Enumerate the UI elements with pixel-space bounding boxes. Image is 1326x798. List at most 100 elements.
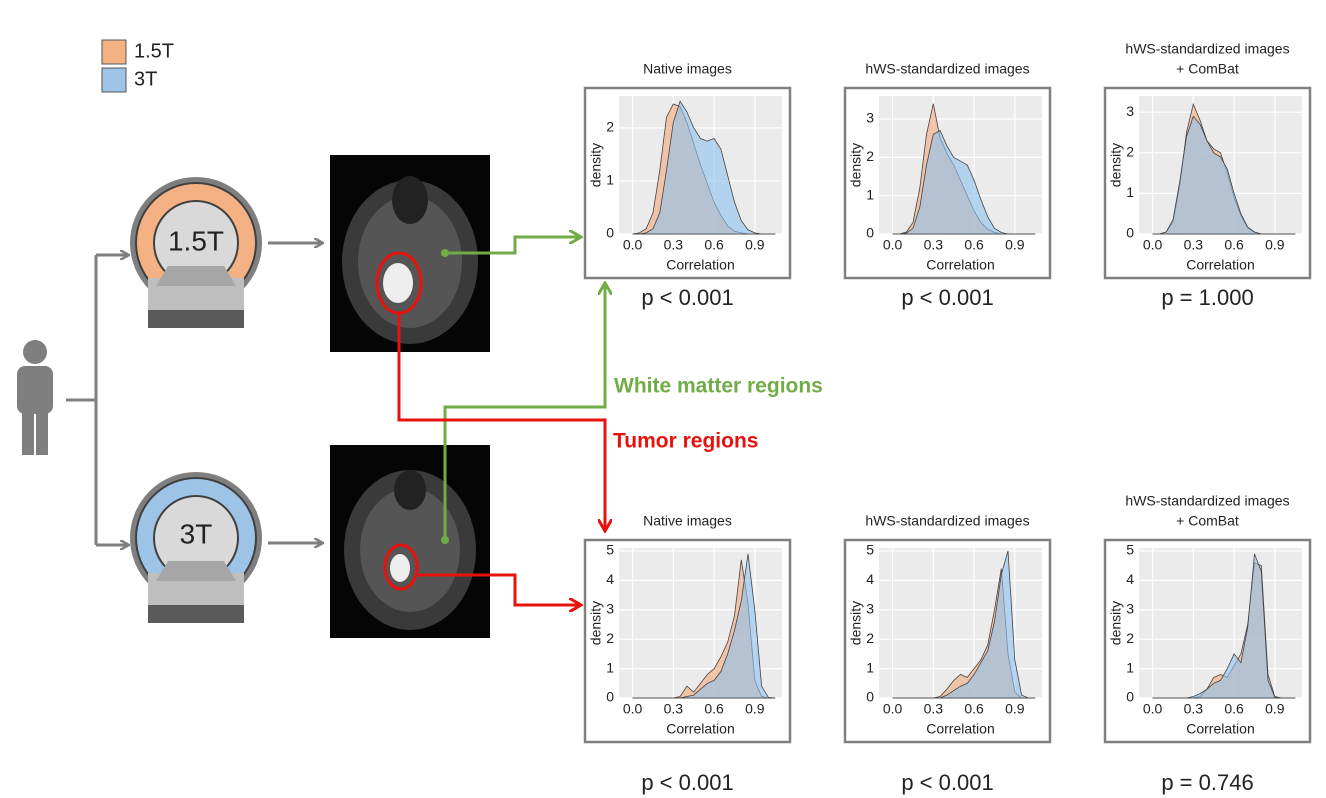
y-tick-label: 2 xyxy=(866,630,874,646)
y-axis-label: density xyxy=(848,601,864,645)
y-tick-label: 1 xyxy=(1126,659,1134,675)
p-value: p < 0.001 xyxy=(901,285,993,310)
y-tick-label: 1 xyxy=(606,172,614,188)
p-value: p < 0.001 xyxy=(901,770,993,795)
legend-swatch xyxy=(101,67,127,93)
y-tick-label: 2 xyxy=(606,630,614,646)
y-axis-label: density xyxy=(588,143,604,187)
x-tick-label: 0.0 xyxy=(623,237,643,253)
panel-frame xyxy=(1103,538,1312,744)
x-tick-label: 0.9 xyxy=(1265,701,1285,717)
region-dot xyxy=(441,536,449,544)
x-tick-label: 0.6 xyxy=(964,237,984,253)
y-tick-label: 2 xyxy=(1126,144,1134,160)
x-tick-label: 0.3 xyxy=(1184,701,1204,717)
y-tick-label: 4 xyxy=(606,571,614,587)
chart-subtitle: + ComBat xyxy=(1176,513,1239,529)
p-value: p < 0.001 xyxy=(641,285,733,310)
x-axis-label: Correlation xyxy=(666,257,734,273)
y-tick-label: 4 xyxy=(1126,571,1134,587)
density-area xyxy=(892,550,1036,699)
chart-title: hWS-standardized images xyxy=(865,513,1029,529)
chart-subtitle: + ComBat xyxy=(1176,61,1239,77)
panel-frame xyxy=(1103,86,1312,280)
y-tick-label: 1 xyxy=(866,186,874,202)
scanner xyxy=(130,177,262,328)
chart-title: hWS-standardized images xyxy=(1125,493,1289,509)
region-dot xyxy=(441,249,449,257)
y-tick-label: 2 xyxy=(866,148,874,164)
tumor-outline xyxy=(383,543,419,591)
person-icon xyxy=(17,340,53,455)
region-label: White matter regions xyxy=(614,375,823,398)
chart-title: hWS-standardized images xyxy=(865,61,1029,77)
x-axis-label: Correlation xyxy=(666,721,734,737)
chart-title: Native images xyxy=(643,61,732,77)
mri-image xyxy=(330,445,490,638)
y-tick-label: 1 xyxy=(606,659,614,675)
y-tick-label: 5 xyxy=(1126,542,1134,558)
x-tick-label: 0.6 xyxy=(964,701,984,717)
x-tick-label: 0.6 xyxy=(1224,701,1244,717)
legend-swatch xyxy=(101,39,127,65)
y-tick-label: 0 xyxy=(866,689,874,705)
x-axis-label: Correlation xyxy=(926,721,994,737)
y-tick-label: 5 xyxy=(866,542,874,558)
x-tick-label: 0.3 xyxy=(924,237,944,253)
y-tick-label: 0 xyxy=(606,225,614,241)
y-tick-label: 0 xyxy=(606,689,614,705)
x-tick-label: 0.3 xyxy=(1184,237,1204,253)
density-area xyxy=(1152,115,1296,235)
y-tick-label: 1 xyxy=(866,659,874,675)
y-tick-label: 2 xyxy=(606,119,614,135)
x-tick-label: 0.0 xyxy=(883,701,903,717)
x-tick-label: 0.0 xyxy=(623,701,643,717)
y-axis-label: density xyxy=(1108,143,1124,187)
x-tick-label: 0.0 xyxy=(883,237,903,253)
y-tick-label: 0 xyxy=(866,225,874,241)
p-value: p = 0.746 xyxy=(1161,770,1253,795)
panel-frame xyxy=(843,538,1052,744)
x-axis-label: Correlation xyxy=(1186,257,1254,273)
legend-label: 1.5T xyxy=(134,40,174,62)
y-tick-label: 3 xyxy=(866,600,874,616)
y-tick-label: 5 xyxy=(606,542,614,558)
y-axis-label: density xyxy=(588,601,604,645)
x-tick-label: 0.6 xyxy=(1224,237,1244,253)
chart-title: Native images xyxy=(643,513,732,529)
y-tick-label: 1 xyxy=(1126,184,1134,200)
panel-frame xyxy=(583,86,792,280)
density-area xyxy=(1152,553,1296,699)
x-tick-label: 0.6 xyxy=(704,237,724,253)
x-tick-label: 0.9 xyxy=(745,237,765,253)
y-tick-label: 3 xyxy=(866,110,874,126)
x-axis-label: Correlation xyxy=(926,257,994,273)
x-tick-label: 0.9 xyxy=(745,701,765,717)
x-tick-label: 0.9 xyxy=(1005,701,1025,717)
y-axis-label: density xyxy=(1108,601,1124,645)
legend-label: 3T xyxy=(134,68,157,90)
y-tick-label: 2 xyxy=(1126,630,1134,646)
y-axis-label: density xyxy=(848,143,864,187)
connector xyxy=(66,243,322,545)
y-tick-label: 3 xyxy=(1126,600,1134,616)
scanner-label: 3T xyxy=(180,518,213,549)
scanner-label: 1.5T xyxy=(168,225,224,256)
density-area xyxy=(632,100,776,235)
p-value: p = 1.000 xyxy=(1161,285,1253,310)
chart-title: hWS-standardized images xyxy=(1125,41,1289,57)
p-value: p < 0.001 xyxy=(641,770,733,795)
region-arrow xyxy=(397,237,605,605)
density-area xyxy=(892,129,1036,235)
y-tick-label: 4 xyxy=(866,571,874,587)
y-tick-label: 0 xyxy=(1126,689,1134,705)
x-tick-label: 0.3 xyxy=(924,701,944,717)
x-tick-label: 0.6 xyxy=(704,701,724,717)
x-tick-label: 0.9 xyxy=(1265,237,1285,253)
y-tick-label: 3 xyxy=(1126,103,1134,119)
x-tick-label: 0.0 xyxy=(1143,237,1163,253)
scanner xyxy=(130,472,262,623)
x-axis-label: Correlation xyxy=(1186,721,1254,737)
x-tick-label: 0.9 xyxy=(1005,237,1025,253)
